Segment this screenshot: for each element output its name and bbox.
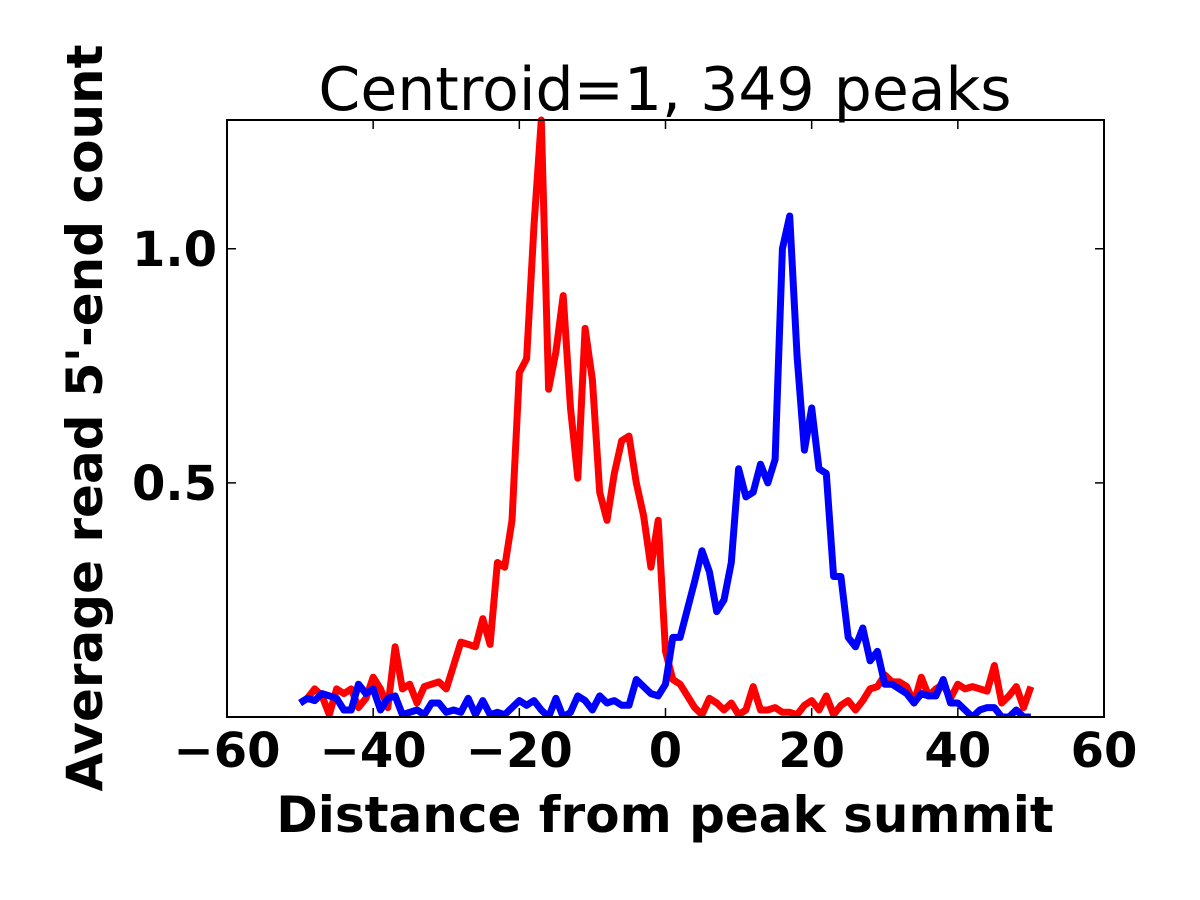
x-axis-label: Distance from peak summit (276, 786, 1054, 844)
x-tick-label: −20 (466, 723, 573, 779)
x-tick-label: 60 (1071, 723, 1138, 779)
x-tick-label: 20 (778, 723, 845, 779)
x-tick-label: −60 (173, 723, 280, 779)
series-line-red (298, 116, 1035, 717)
series-line-blue (298, 212, 1031, 717)
x-tick-label: 0 (649, 723, 682, 779)
y-tick-label: 1.0 (132, 222, 217, 278)
x-tick-label: 40 (924, 723, 991, 779)
chart-title: Centroid=1, 349 peaks (318, 55, 1011, 125)
y-axis-label: Average read 5'-end count (56, 44, 114, 791)
series-group (298, 116, 1035, 717)
y-tick-label: 0.5 (132, 456, 217, 512)
ticks-group: −60 −40 −20 0 20 40 60 0.5 1.0 (132, 120, 1137, 779)
x-tick-label: −40 (320, 723, 427, 779)
